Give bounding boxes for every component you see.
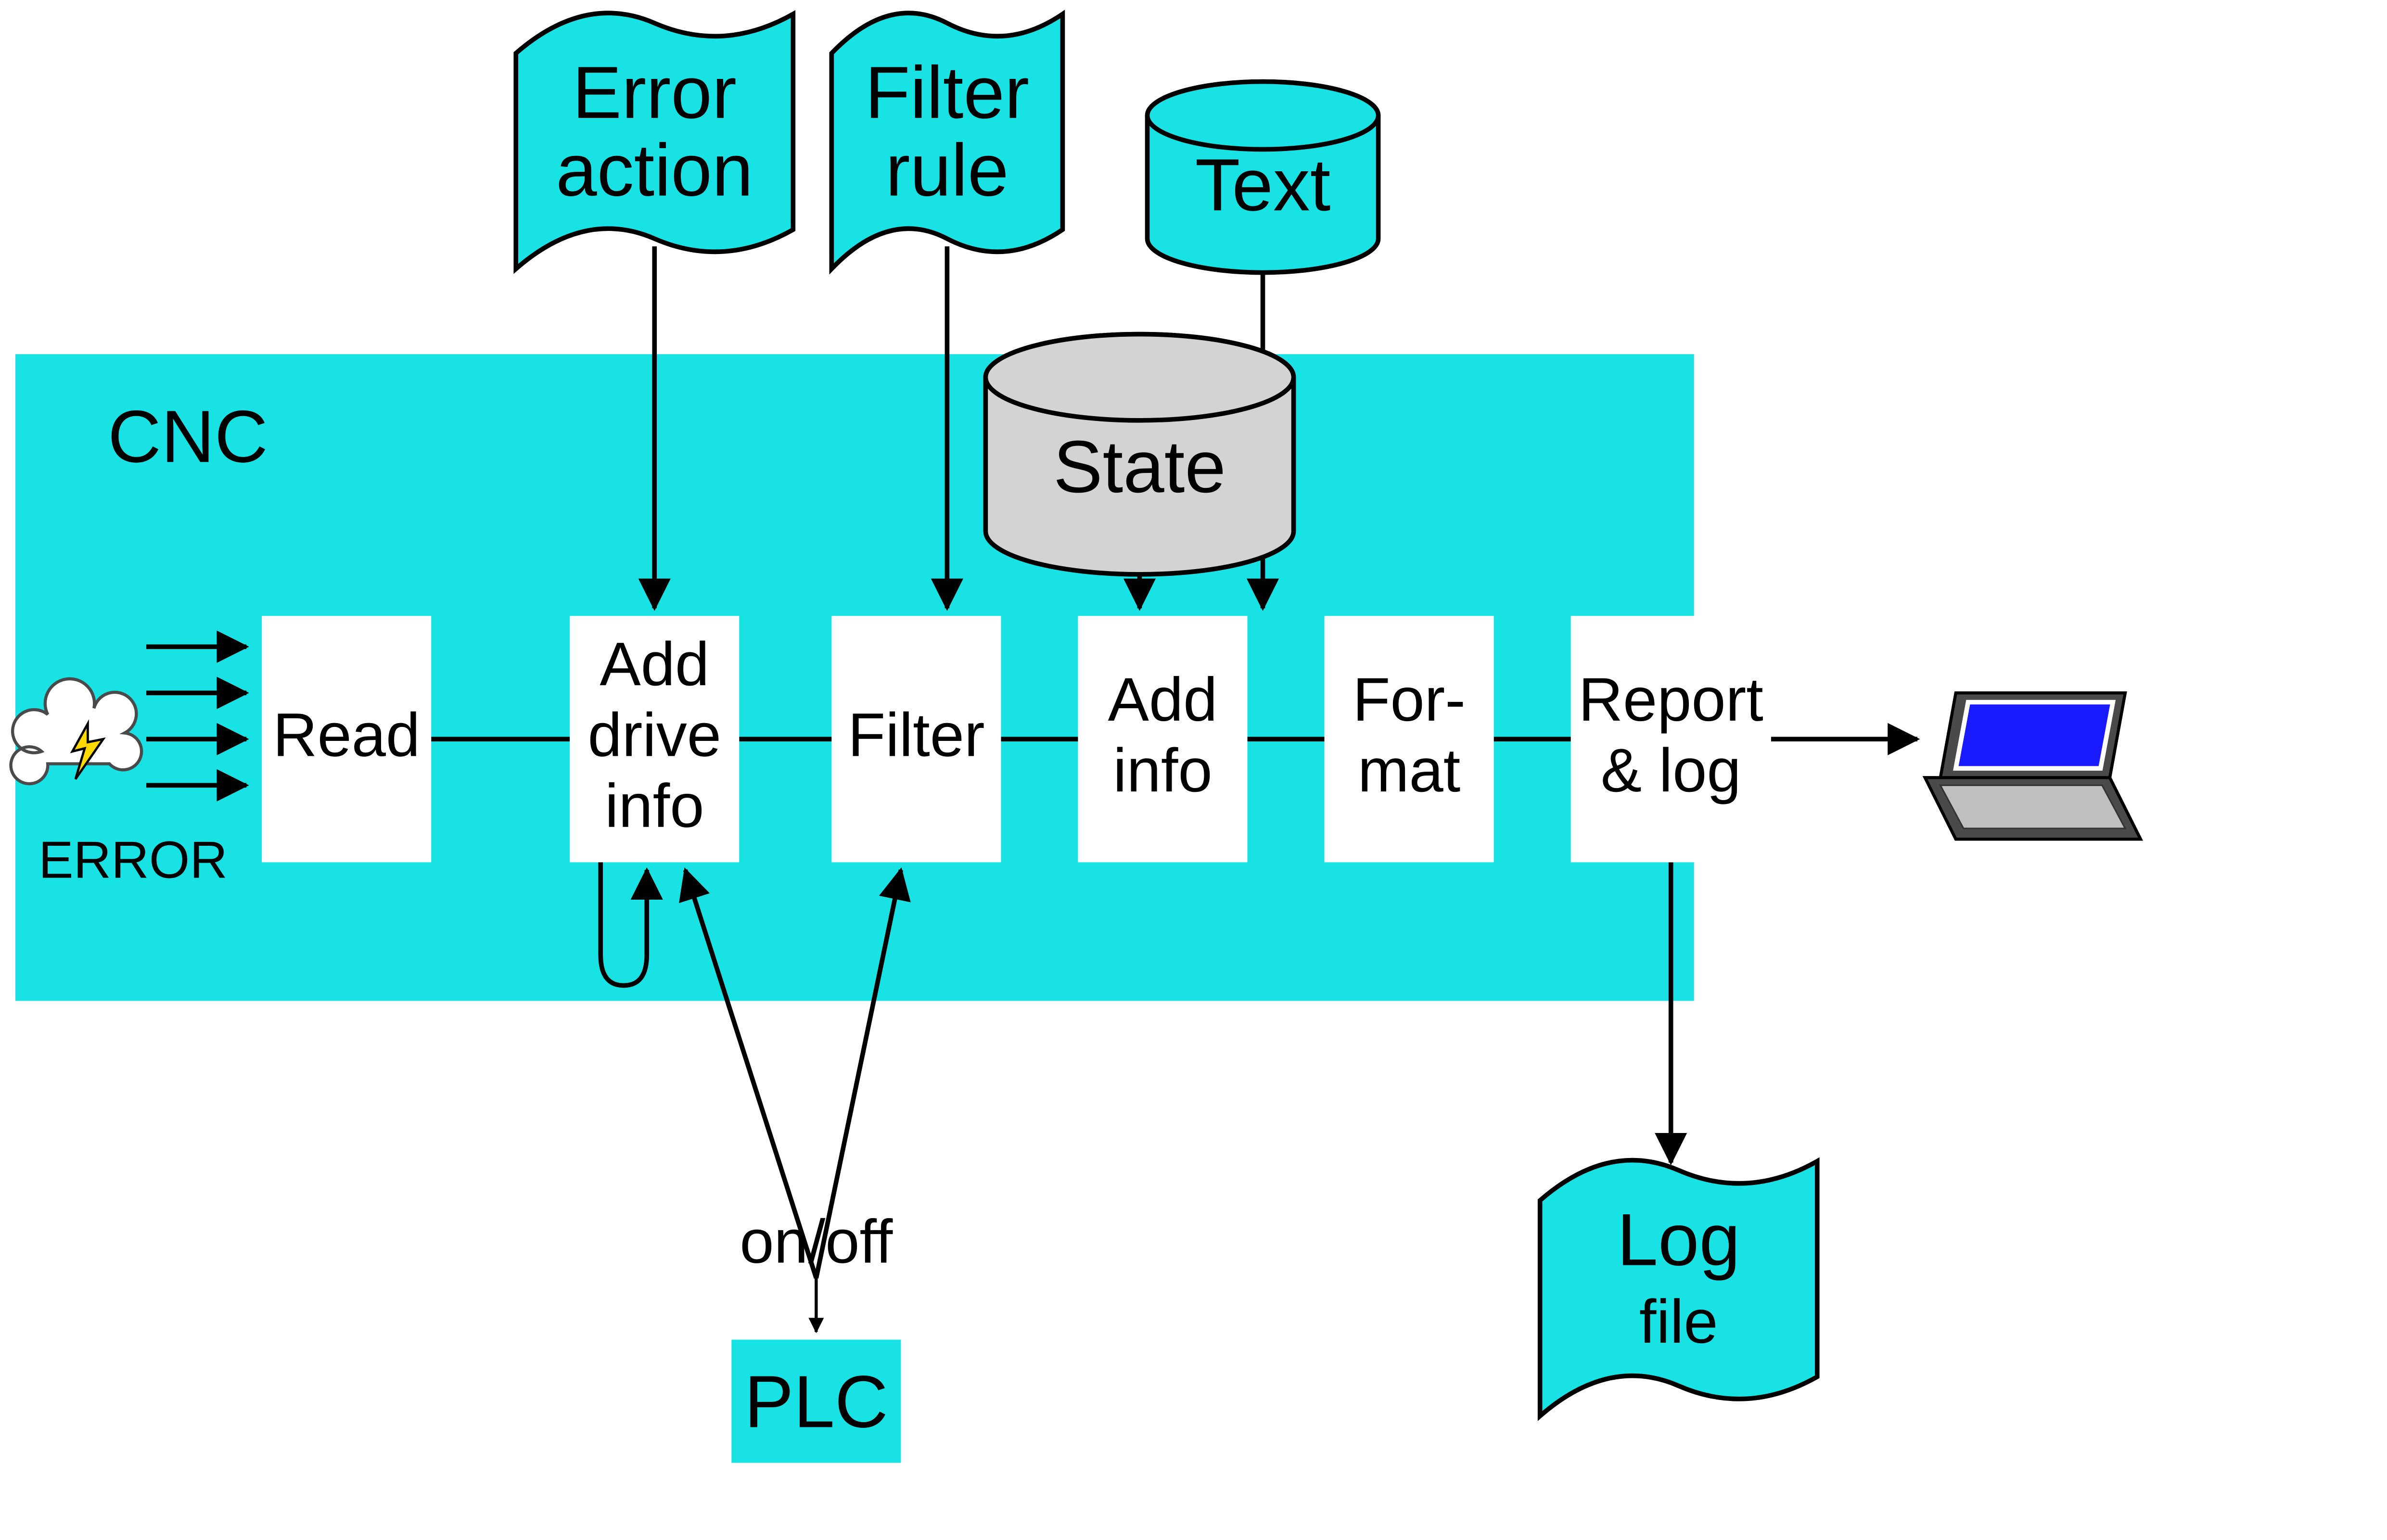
flag-filter-rule-line1: rule <box>885 128 1008 211</box>
cylinder-text-label: Text <box>1195 143 1331 226</box>
laptop-icon <box>1925 693 2141 839</box>
process-format-line1: mat <box>1358 736 1460 805</box>
process-add-drive-line2: info <box>605 772 704 840</box>
process-add-info-line0: Add <box>1108 665 1218 734</box>
process-read: Read <box>262 616 431 862</box>
flag-log-file-line0: Log <box>1617 1198 1740 1281</box>
flag-error-action-line1: action <box>556 128 753 211</box>
flag-log-file: Logfile <box>1540 1160 1817 1416</box>
process-report: Report& log <box>1571 616 1771 862</box>
process-format-line0: For- <box>1353 665 1466 734</box>
process-add-drive: Adddriveinfo <box>570 616 739 862</box>
cylinder-text: Text <box>1147 82 1378 273</box>
process-format: For-mat <box>1325 616 1494 862</box>
process-read-line0: Read <box>273 701 420 770</box>
cylinder-state-label: State <box>1053 425 1226 508</box>
plc-label: PLC <box>744 1360 888 1443</box>
process-report-line0: Report <box>1579 665 1763 734</box>
process-filter: Filter <box>831 616 1001 862</box>
process-filter-line0: Filter <box>848 701 984 770</box>
flag-log-file-line1: file <box>1639 1287 1718 1356</box>
plc-onoff-label: on/off <box>740 1208 893 1276</box>
process-add-drive-line1: drive <box>588 701 721 770</box>
cnc-label: CNC <box>108 395 268 478</box>
flag-error-action: Erroraction <box>516 13 793 269</box>
flag-error-action-line0: Error <box>573 51 737 134</box>
process-add-info: Addinfo <box>1078 616 1247 862</box>
cylinder-state: State <box>985 334 1293 574</box>
flag-filter-rule: Filterrule <box>831 13 1062 269</box>
error-label: ERROR <box>38 830 228 889</box>
plc: on/off PLC <box>731 1208 901 1463</box>
process-add-info-line1: info <box>1113 736 1212 805</box>
process-report-line1: & log <box>1601 736 1741 805</box>
flag-filter-rule-line0: Filter <box>865 51 1029 134</box>
process-add-drive-line0: Add <box>600 630 709 699</box>
